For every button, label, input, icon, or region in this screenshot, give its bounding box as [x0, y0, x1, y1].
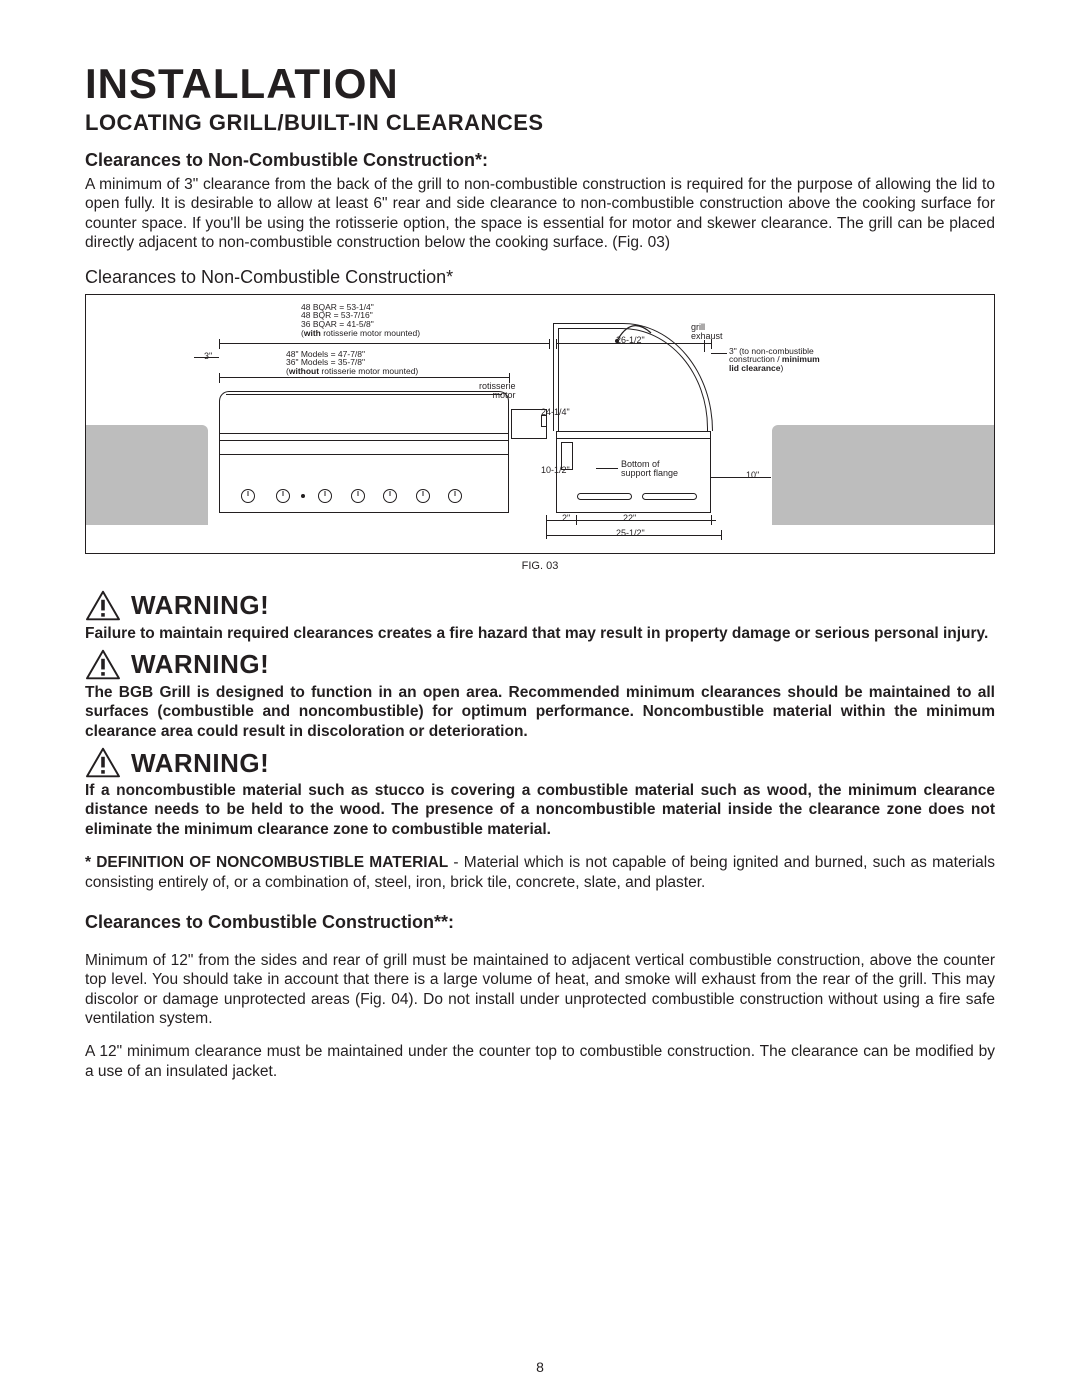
dim-tick [704, 340, 705, 352]
diagram-note-top: 48 BQAR = 53-1/4" 48 BQR = 53-7/16" 36 B… [301, 303, 420, 339]
dim-tick [576, 515, 577, 525]
dim-10r: 10" [746, 470, 759, 480]
nc-heading: Clearances to Non-Combustible Constructi… [85, 150, 995, 171]
cc-p2: A 12" minimum clearance must be maintain… [85, 1042, 995, 1081]
dim-tick [711, 515, 712, 525]
rear-clearance-note: 3" (to non-combustible construction / mi… [729, 347, 820, 374]
warning-1-text: Failure to maintain required clearances … [85, 624, 995, 643]
dim-line [596, 468, 618, 469]
warning-triangle-icon [85, 590, 121, 622]
knob-icon [448, 489, 462, 503]
warning-triangle-icon [85, 649, 121, 681]
knob-icon [351, 489, 365, 503]
knob-icon [276, 489, 290, 503]
dim-3in: 3" [204, 351, 212, 361]
grill-front-rack [226, 394, 502, 395]
page-number: 8 [0, 1359, 1080, 1375]
diagram-shelf-right [772, 425, 994, 525]
knob-icon [318, 489, 332, 503]
noncombustible-definition: * DEFINITION OF NONCOMBUSTIBLE MATERIAL … [85, 853, 995, 892]
warning-triangle-icon [85, 747, 121, 779]
fig-caption: FIG. 03 [85, 560, 995, 572]
grill-front-body [219, 433, 509, 513]
dim-line [194, 357, 219, 358]
dim-line [711, 353, 727, 354]
nc-body: A minimum of 3" clearance from the back … [85, 175, 995, 253]
dim-25: 25-1/2" [616, 528, 645, 538]
warning-2-header: WARNING! [85, 649, 995, 681]
knob-icon [383, 489, 397, 503]
cc-p1: Minimum of 12" from the sides and rear o… [85, 951, 995, 1029]
page-title: INSTALLATION [85, 60, 995, 108]
knob-icon [416, 489, 430, 503]
dim-tick [219, 339, 220, 349]
dim-26: 26-1/2" [616, 335, 645, 345]
dim-22: 22" [623, 513, 636, 523]
warning-2-text: The BGB Grill is designed to function in… [85, 683, 995, 741]
warning-3-text: If a noncombustible material such as stu… [85, 781, 995, 839]
cc-heading: Clearances to Combustible Construction**… [85, 912, 995, 933]
warning-label: WARNING! [131, 748, 269, 779]
warning-3-header: WARNING! [85, 747, 995, 779]
warning-1-header: WARNING! [85, 590, 995, 622]
warning-label: WARNING! [131, 649, 269, 680]
dim-tick [556, 339, 557, 349]
dim-line [711, 477, 771, 478]
warning-label: WARNING! [131, 590, 269, 621]
dim-10h: 10-1/2" [541, 465, 570, 475]
clearance-diagram: 48 BQAR = 53-1/4" 48 BQR = 53-7/16" 36 B… [85, 294, 995, 554]
dim-line [219, 343, 549, 344]
grill-front-lid [219, 391, 509, 433]
diagram-shelf-left [86, 425, 208, 525]
fig-label: Clearances to Non-Combustible Constructi… [85, 267, 995, 288]
rotisserie-label: rotisseriemotor [479, 382, 516, 400]
knob-icon [241, 489, 255, 503]
dim-tick [546, 515, 547, 539]
dim-tick [549, 339, 550, 349]
dim-tick [219, 373, 220, 383]
dim-24: 24-1/4" [541, 407, 570, 417]
exhaust-label: grillexhaust [691, 323, 723, 341]
diagram-note-mid: 48" Models = 47-7/8" 36" Models = 35-7/8… [286, 350, 418, 377]
knob-dot [301, 494, 305, 498]
dim-2: 2" [562, 513, 570, 523]
section-title: LOCATING GRILL/BUILT-IN CLEARANCES [85, 110, 995, 136]
dim-tick [721, 530, 722, 540]
dim-line [219, 377, 509, 378]
flange-label: Bottom ofsupport flange [621, 460, 678, 478]
